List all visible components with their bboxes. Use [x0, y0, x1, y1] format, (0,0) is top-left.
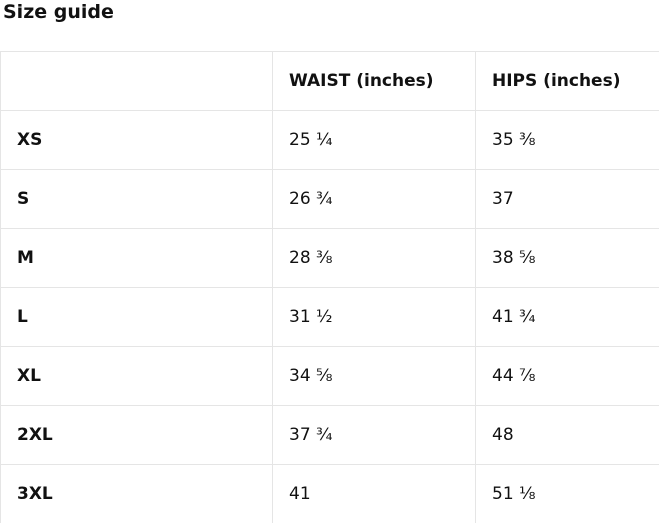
table-row: M 28 ⅜ 38 ⅝: [0, 228, 659, 288]
header-cell-size: [0, 51, 273, 111]
page-title: Size guide: [3, 1, 114, 23]
header-cell-waist: WAIST (inches): [272, 51, 476, 111]
table-body: XS 25 ¼ 35 ⅜ S 26 ¾ 37 M 28 ⅜ 38 ⅝: [0, 110, 659, 523]
table-row: L 31 ½ 41 ¾: [0, 287, 659, 347]
waist-value: 34 ⅝: [272, 346, 476, 406]
waist-value: 41: [272, 464, 476, 523]
table-header-row: WAIST (inches) HIPS (inches): [0, 51, 659, 111]
waist-value: 25 ¼: [272, 110, 476, 170]
table-row: 3XL 41 51 ⅛: [0, 464, 659, 523]
hips-value: 48: [475, 405, 659, 465]
size-guide-table: WAIST (inches) HIPS (inches) XS 25 ¼ 35 …: [0, 51, 659, 523]
hips-value: 35 ⅜: [475, 110, 659, 170]
size-label: XL: [0, 346, 273, 406]
header-cell-hips: HIPS (inches): [475, 51, 659, 111]
waist-value: 31 ½: [272, 287, 476, 347]
table-row: S 26 ¾ 37: [0, 169, 659, 229]
table-row: XS 25 ¼ 35 ⅜: [0, 110, 659, 170]
hips-value: 51 ⅛: [475, 464, 659, 523]
size-label: S: [0, 169, 273, 229]
size-label: XS: [0, 110, 273, 170]
size-label: M: [0, 228, 273, 288]
table-row: 2XL 37 ¾ 48: [0, 405, 659, 465]
table-row: XL 34 ⅝ 44 ⅞: [0, 346, 659, 406]
hips-value: 41 ¾: [475, 287, 659, 347]
waist-value: 37 ¾: [272, 405, 476, 465]
hips-value: 37: [475, 169, 659, 229]
hips-value: 44 ⅞: [475, 346, 659, 406]
table-header: WAIST (inches) HIPS (inches): [0, 51, 659, 111]
size-label: 2XL: [0, 405, 273, 465]
waist-value: 26 ¾: [272, 169, 476, 229]
hips-value: 38 ⅝: [475, 228, 659, 288]
waist-value: 28 ⅜: [272, 228, 476, 288]
size-label: 3XL: [0, 464, 273, 523]
size-label: L: [0, 287, 273, 347]
